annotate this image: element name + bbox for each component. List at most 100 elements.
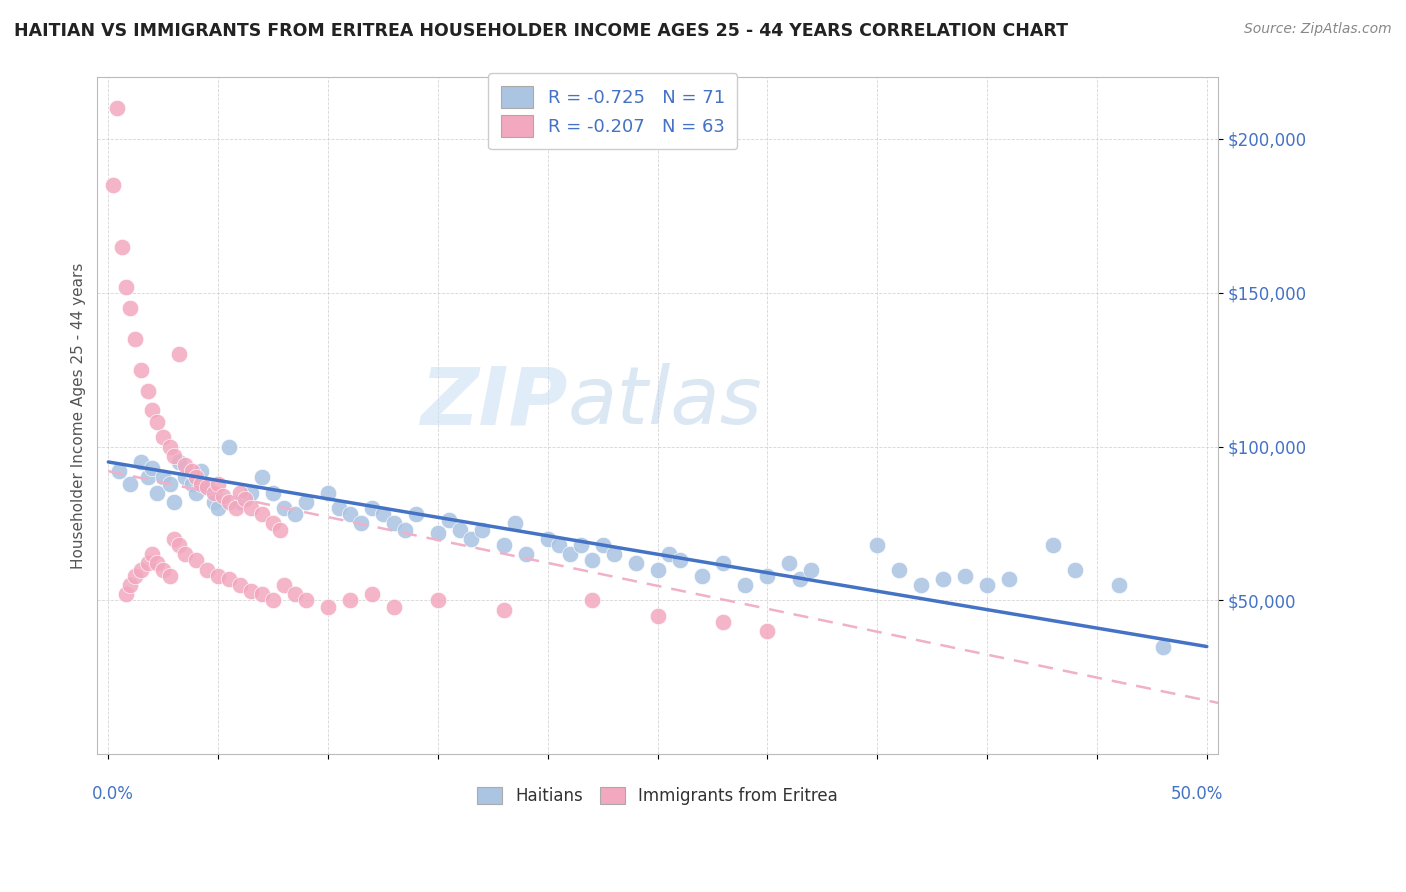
Point	[515, 547, 537, 561]
Point	[159, 569, 181, 583]
Point	[361, 587, 384, 601]
Point	[295, 593, 318, 607]
Point	[339, 593, 361, 607]
Point	[207, 501, 229, 516]
Point	[734, 578, 756, 592]
Legend: Haitians, Immigrants from Eritrea: Haitians, Immigrants from Eritrea	[468, 779, 846, 814]
Point	[218, 440, 240, 454]
Point	[713, 615, 735, 629]
Point	[866, 538, 889, 552]
Point	[658, 547, 681, 561]
Point	[167, 455, 190, 469]
Point	[180, 464, 202, 478]
Point	[240, 584, 263, 599]
Point	[174, 470, 197, 484]
Point	[647, 608, 669, 623]
Point	[602, 547, 624, 561]
Point	[250, 508, 273, 522]
Point	[1108, 578, 1130, 592]
Y-axis label: Householder Income Ages 25 - 44 years: Householder Income Ages 25 - 44 years	[72, 262, 86, 569]
Point	[647, 563, 669, 577]
Point	[159, 440, 181, 454]
Point	[207, 476, 229, 491]
Point	[163, 449, 186, 463]
Point	[889, 563, 911, 577]
Point	[295, 495, 318, 509]
Point	[558, 547, 581, 561]
Point	[202, 495, 225, 509]
Point	[152, 470, 174, 484]
Point	[328, 501, 350, 516]
Point	[163, 532, 186, 546]
Point	[186, 485, 208, 500]
Point	[1152, 640, 1174, 654]
Point	[180, 476, 202, 491]
Point	[233, 491, 256, 506]
Point	[800, 563, 823, 577]
Point	[145, 415, 167, 429]
Text: Source: ZipAtlas.com: Source: ZipAtlas.com	[1244, 22, 1392, 37]
Point	[569, 538, 592, 552]
Point	[129, 563, 152, 577]
Point	[202, 485, 225, 500]
Point	[547, 538, 569, 552]
Point	[167, 538, 190, 552]
Point	[460, 532, 482, 546]
Point	[316, 485, 339, 500]
Point	[449, 523, 471, 537]
Point	[998, 572, 1021, 586]
Point	[229, 578, 252, 592]
Point	[218, 572, 240, 586]
Point	[492, 538, 515, 552]
Point	[120, 578, 142, 592]
Point	[1042, 538, 1064, 552]
Point	[426, 525, 449, 540]
Point	[190, 464, 212, 478]
Point	[371, 508, 394, 522]
Text: atlas: atlas	[568, 363, 762, 442]
Point	[284, 587, 307, 601]
Point	[273, 501, 295, 516]
Point	[382, 516, 405, 531]
Point	[105, 101, 128, 115]
Point	[240, 485, 263, 500]
Point	[229, 485, 252, 500]
Point	[174, 458, 197, 472]
Point	[120, 476, 142, 491]
Point	[537, 532, 560, 546]
Text: 50.0%: 50.0%	[1171, 785, 1223, 803]
Point	[129, 455, 152, 469]
Point	[316, 599, 339, 614]
Point	[141, 461, 163, 475]
Point	[195, 479, 218, 493]
Point	[426, 593, 449, 607]
Point	[195, 563, 218, 577]
Point	[262, 485, 284, 500]
Text: HAITIAN VS IMMIGRANTS FROM ERITREA HOUSEHOLDER INCOME AGES 25 - 44 YEARS CORRELA: HAITIAN VS IMMIGRANTS FROM ERITREA HOUSE…	[14, 22, 1069, 40]
Point	[492, 602, 515, 616]
Point	[218, 495, 240, 509]
Point	[1064, 563, 1087, 577]
Text: 0.0%: 0.0%	[91, 785, 134, 803]
Point	[262, 593, 284, 607]
Point	[250, 587, 273, 601]
Point	[592, 538, 614, 552]
Point	[503, 516, 526, 531]
Point	[394, 523, 416, 537]
Point	[668, 553, 690, 567]
Point	[167, 347, 190, 361]
Point	[152, 430, 174, 444]
Point	[115, 279, 138, 293]
Point	[382, 599, 405, 614]
Point	[174, 547, 197, 561]
Point	[129, 362, 152, 376]
Point	[405, 508, 427, 522]
Point	[136, 470, 159, 484]
Point	[120, 301, 142, 315]
Point	[361, 501, 384, 516]
Point	[240, 501, 263, 516]
Point	[269, 523, 291, 537]
Text: ZIP: ZIP	[420, 363, 568, 442]
Point	[713, 557, 735, 571]
Point	[101, 178, 124, 193]
